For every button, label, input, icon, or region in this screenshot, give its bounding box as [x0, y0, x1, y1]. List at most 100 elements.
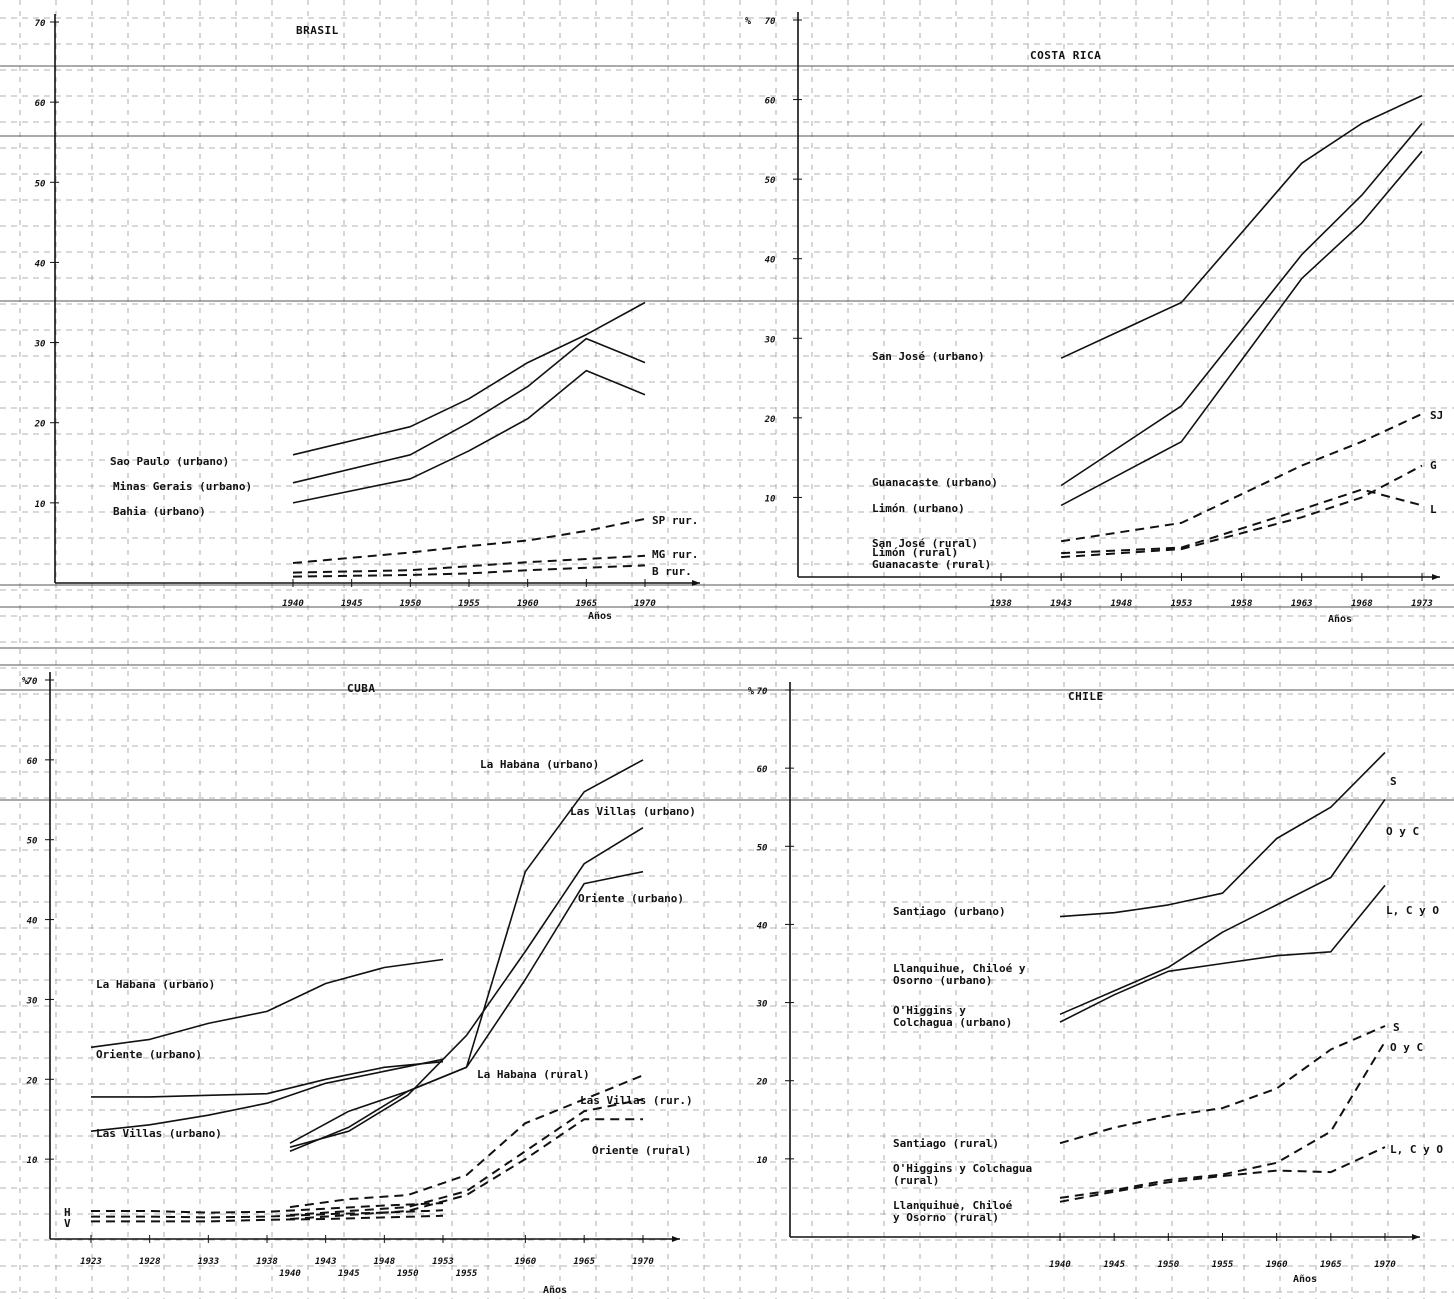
- series-label: San José (urbano): [872, 350, 985, 363]
- x-axis-label: Años: [588, 611, 612, 622]
- x-tick-label: 1965: [573, 1257, 595, 1267]
- x-tick-label: 1940: [1049, 1260, 1071, 1270]
- x-tick-label: 1950: [399, 599, 421, 609]
- series-label: Osorno (urbano): [893, 974, 992, 987]
- series-label: San José (rural): [872, 537, 978, 550]
- y-tick-label: 30: [26, 996, 38, 1006]
- x-axis-arrow: [692, 580, 700, 586]
- series-line: [91, 1214, 444, 1223]
- series-label: Santiago (rural): [893, 1137, 999, 1150]
- series-line: [91, 1202, 444, 1214]
- y-tick-label: 70: [765, 17, 776, 27]
- series-end-label: O y C: [1386, 825, 1419, 838]
- series-label: La Habana (urbano): [480, 758, 599, 771]
- x-axis-arrow: [1412, 1234, 1420, 1240]
- x-tick-label: 1965: [1320, 1260, 1342, 1270]
- series-line: [292, 301, 646, 456]
- x-tick-label: 1955: [1212, 1260, 1234, 1270]
- series-line: [1060, 150, 1423, 507]
- chart-title: COSTA RICA: [1030, 49, 1101, 62]
- series-line: [90, 1058, 444, 1132]
- x-axis-label: Años: [543, 1285, 567, 1296]
- x-tick-label: 1928: [139, 1257, 161, 1267]
- x-tick-label: 1938: [990, 599, 1012, 609]
- series-label: y Osorno (rural): [893, 1211, 999, 1224]
- x-tick-label: 1940: [279, 1269, 301, 1279]
- series-line: [91, 1060, 444, 1098]
- series-label: Guanacaste (rural): [872, 558, 991, 571]
- chart-panel-brasil: BRASIL 10 20 30 40 50 60 70 1940 1945 1950 1955 1960…: [34, 14, 700, 622]
- y-tick-label: 70: [757, 687, 768, 697]
- chart-title: CHILE: [1068, 690, 1104, 703]
- y-tick-label: 50: [35, 179, 46, 189]
- series-label: V: [64, 1217, 71, 1230]
- series-label: (rural): [893, 1174, 939, 1187]
- x-tick-label: 1960: [517, 599, 539, 609]
- y-tick-label: 40: [765, 256, 776, 266]
- series-line: [1059, 1041, 1386, 1199]
- series-line: [292, 554, 646, 574]
- series-label: H: [64, 1206, 71, 1219]
- y-tick-label: 10: [27, 1156, 38, 1166]
- series-end-label: L, C y O: [1386, 904, 1439, 917]
- series-line: [1061, 464, 1423, 559]
- series-line: [289, 827, 644, 1148]
- x-tick-label: 1963: [1291, 599, 1313, 609]
- x-tick-label: 1968: [1351, 599, 1373, 609]
- series-end-label: L, C y O: [1390, 1143, 1443, 1156]
- series-label: Las Villas (rur.): [580, 1094, 693, 1107]
- series-label: Las Villas (urbano): [96, 1127, 222, 1140]
- chart-panel-costa-rica: COSTA RICA% 10 20 30 40 50 60 70 1938 1943 1948 195…: [745, 12, 1443, 625]
- series-line: [1059, 1025, 1386, 1145]
- series-label: O'Higgins y: [893, 1004, 966, 1017]
- series-line: [1060, 122, 1423, 487]
- series-label: La Habana (urbano): [96, 978, 215, 991]
- series-line: [1059, 1146, 1386, 1203]
- x-tick-label: 1945: [338, 1269, 360, 1279]
- x-tick-label: 1950: [1157, 1260, 1179, 1270]
- y-tick-label: 30: [764, 335, 776, 345]
- x-tick-label: 1953: [1171, 599, 1193, 609]
- x-tick-label: 1955: [456, 1269, 478, 1279]
- series-line: [91, 1209, 444, 1219]
- y-tick-label: 20: [34, 420, 46, 430]
- series-end-label: S: [1390, 775, 1397, 788]
- x-tick-label: 1970: [1374, 1260, 1396, 1270]
- x-tick-label: 1943: [1050, 599, 1072, 609]
- series-line: [1060, 94, 1423, 359]
- x-tick-label: 1938: [256, 1257, 278, 1267]
- y-tick-label: 40: [27, 917, 38, 927]
- series-label: Santiago (urbano): [893, 905, 1006, 918]
- series-label: Llanquihue, Chiloé y: [893, 962, 1026, 975]
- series-line: [90, 958, 444, 1049]
- chart-title: CUBA: [347, 682, 376, 695]
- x-tick-label: 1923: [80, 1257, 102, 1267]
- x-tick-label: 1960: [514, 1257, 536, 1267]
- y-tick-label: 50: [765, 176, 776, 186]
- series-label: Minas Gerais (urbano): [113, 480, 252, 493]
- y-tick-label: 60: [765, 97, 776, 107]
- series-label: Sao Paulo (urbano): [110, 455, 229, 468]
- x-axis-label: Años: [1328, 614, 1352, 625]
- series-line: [292, 337, 646, 484]
- y-axis-label: %: [748, 686, 754, 697]
- series-line: [292, 564, 646, 578]
- x-tick-label: 1973: [1411, 599, 1433, 609]
- x-tick-label: 1945: [1103, 1260, 1125, 1270]
- y-tick-label: 10: [757, 1156, 768, 1166]
- series-label: La Habana (rural): [477, 1068, 590, 1081]
- y-tick-label: 20: [756, 1078, 768, 1088]
- x-tick-label: 1940: [282, 599, 304, 609]
- y-tick-label: 20: [764, 415, 776, 425]
- series-line: [1059, 751, 1386, 918]
- x-axis-label: Años: [1293, 1274, 1317, 1285]
- chart-title: BRASIL: [296, 24, 339, 37]
- series-end-label: L: [1430, 503, 1437, 516]
- y-tick-label: 40: [757, 921, 768, 931]
- y-tick-label: 70: [35, 19, 46, 29]
- series-end-label: S: [1393, 1021, 1400, 1034]
- series-label: B rur.: [652, 565, 692, 578]
- series-label: Llanquihue, Chiloé: [893, 1199, 1013, 1212]
